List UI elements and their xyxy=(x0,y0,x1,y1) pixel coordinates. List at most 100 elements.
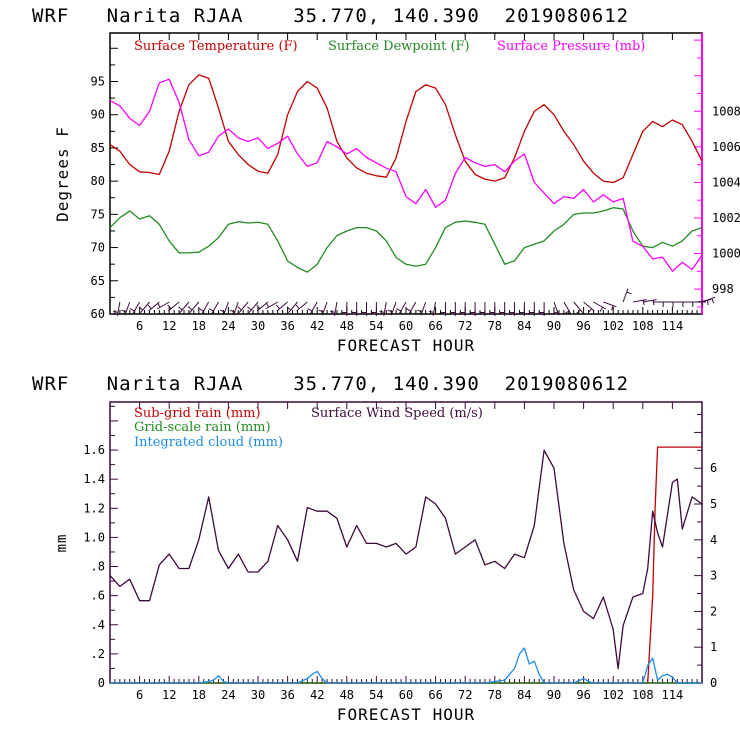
bottom-y-tick-labels: 0 .2 .4 .6 .8 1.0 1.2 1.4 1.6 xyxy=(83,443,105,690)
wind-barb-staff xyxy=(223,301,229,316)
series-surface-pressure-line xyxy=(109,78,703,272)
y-tick-label: 1.0 xyxy=(83,530,105,544)
x-tick-label: 96 xyxy=(576,319,590,333)
bottom-x-tick-labels: 6 12 18 24 30 36 42 48 54 60 66 72 78 84 90 96 102 108 114 xyxy=(136,688,683,702)
wind-barb-flag xyxy=(711,298,715,304)
x-tick-label: 90 xyxy=(547,688,561,702)
wind-barb-flag xyxy=(417,309,423,313)
wind-barb-flag xyxy=(626,291,632,295)
wind-barb-flag xyxy=(318,309,324,313)
wind-barb-staff xyxy=(398,301,407,315)
wind-barb-flag xyxy=(198,308,204,312)
y-tick-label: 80 xyxy=(91,174,105,188)
y-tick-label: 60 xyxy=(91,307,105,321)
wind-barb-staff xyxy=(124,301,131,316)
y2-tick-label: 2 xyxy=(710,604,717,618)
bottom-axis-ticks xyxy=(110,402,702,684)
wind-barb-staff xyxy=(116,301,121,316)
y-tick-label: 70 xyxy=(91,241,105,255)
wind-barb-staff xyxy=(211,301,219,315)
wind-barb-staff xyxy=(179,301,190,314)
top-x-tick-labels: 6 12 18 24 30 36 42 48 54 60 66 72 78 84 90 96 102 108 114 xyxy=(136,319,683,333)
x-tick-label: 72 xyxy=(458,319,472,333)
wind-barb-staff xyxy=(167,301,180,312)
wind-barb-flag xyxy=(428,311,434,313)
x-tick-label: 78 xyxy=(488,319,502,333)
x-tick-label: 114 xyxy=(662,688,684,702)
wind-barb-flag xyxy=(286,306,292,311)
wind-barb-flag xyxy=(147,304,152,310)
wind-barb-flag xyxy=(187,306,193,311)
wind-barb-staff xyxy=(238,301,249,314)
x-tick-label: 84 xyxy=(517,319,531,333)
precipitation-panel: WRF Narita RJAA 35.770, 140.390 20190806… xyxy=(32,373,717,724)
top-y-tick-labels: 60 65 70 75 80 85 90 95 xyxy=(91,74,105,321)
wind-barb-staff xyxy=(156,301,170,310)
wind-barb-flag xyxy=(379,311,385,313)
x-tick-label: 96 xyxy=(576,688,590,702)
y2-tick-label: 5 xyxy=(710,497,717,511)
y2-tick-label: 0 xyxy=(710,676,717,690)
wind-barb-flag xyxy=(256,304,261,310)
wind-barb-flag xyxy=(295,304,300,310)
wind-barb-flag xyxy=(611,305,614,311)
series-surface-dewpoint-line xyxy=(109,207,703,273)
top-x-axis-label: FORECAST HOUR xyxy=(337,336,475,355)
wind-barb-flag xyxy=(576,309,581,314)
wind-barb-staff xyxy=(248,301,259,314)
wind-barb-flag xyxy=(599,307,604,312)
series-surface-temperature-line xyxy=(109,74,703,184)
x-tick-label: 60 xyxy=(399,319,413,333)
x-tick-label: 30 xyxy=(251,319,265,333)
y-tick-label: 95 xyxy=(91,74,105,88)
wind-barb-flag xyxy=(237,306,242,311)
y2-tick-label: 998 xyxy=(712,282,734,296)
y2-tick-label: 1000 xyxy=(712,247,740,261)
wind-barb-flag xyxy=(406,308,411,312)
wind-barb-flag xyxy=(247,306,252,311)
wind-barb-staff xyxy=(632,299,647,303)
x-tick-label: 66 xyxy=(428,688,442,702)
x-tick-label: 60 xyxy=(399,688,413,702)
wind-barb-staff xyxy=(233,301,239,316)
x-tick-label: 102 xyxy=(602,319,624,333)
bottom-x-axis-label: FORECAST HOUR xyxy=(337,705,475,724)
y2-tick-label: 4 xyxy=(710,533,717,547)
x-tick-label: 54 xyxy=(369,688,383,702)
y2-tick-label: 1 xyxy=(710,640,717,654)
legend-surface-pressure: Surface Pressure (mb) xyxy=(497,39,645,54)
top-y-axis-label: Degrees F xyxy=(53,126,72,222)
bottom-y-axis-label: mm xyxy=(54,534,70,553)
y-tick-label: 75 xyxy=(91,207,105,221)
wind-barb-staff xyxy=(583,301,595,312)
y2-tick-label: 6 xyxy=(710,461,717,475)
wind-barb-staff xyxy=(288,301,298,314)
wind-barb-flag xyxy=(652,300,655,306)
wind-barb-flag xyxy=(219,309,225,313)
y2-tick-label: 3 xyxy=(710,569,717,583)
wind-barb-flag xyxy=(167,304,172,310)
wind-barb-flag xyxy=(265,302,270,308)
x-tick-label: 108 xyxy=(632,688,654,702)
wind-barb-flag xyxy=(129,308,135,312)
wind-barb-staff xyxy=(383,301,387,316)
wind-barb-staff xyxy=(140,301,150,314)
x-tick-label: 36 xyxy=(280,688,294,702)
wind-barb-flag xyxy=(138,306,144,311)
y-tick-label: 85 xyxy=(91,141,105,155)
x-tick-label: 90 xyxy=(547,319,561,333)
y-tick-label: 65 xyxy=(91,274,105,288)
y-tick-label: 90 xyxy=(91,108,105,122)
x-tick-label: 12 xyxy=(162,688,176,702)
x-tick-label: 78 xyxy=(488,688,502,702)
x-tick-label: 18 xyxy=(192,688,206,702)
bottom-y2-tick-labels: 0 1 2 3 4 5 6 xyxy=(710,461,717,690)
series-surface-wind-speed-line xyxy=(109,449,703,670)
legend-sub-grid-rain: Sub-grid rain (mm) xyxy=(134,406,261,421)
wind-barb-flag xyxy=(387,309,393,313)
wind-barb-flag xyxy=(706,300,709,306)
y2-tick-label: 1006 xyxy=(712,140,740,154)
x-tick-label: 12 xyxy=(162,319,176,333)
wind-barb-flag xyxy=(157,302,161,308)
